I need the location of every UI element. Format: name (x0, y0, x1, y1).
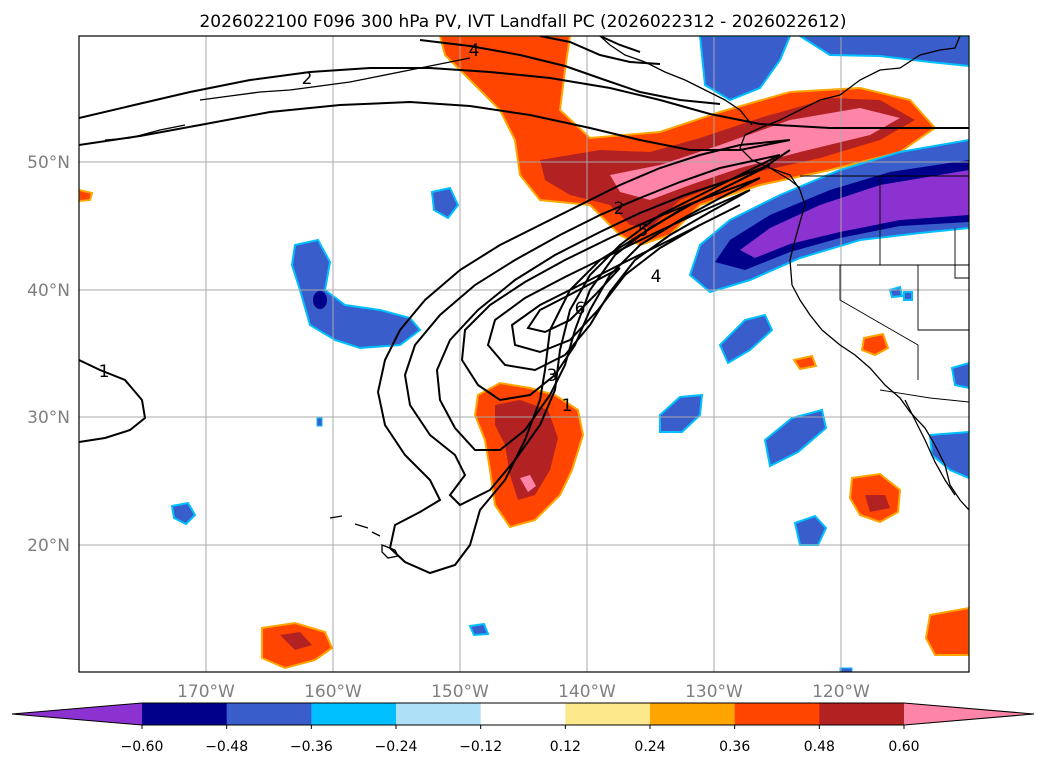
contour-label-1-center: 1 (562, 396, 573, 416)
contour-label-4-center: 4 (651, 267, 662, 287)
map-frame (78, 35, 970, 673)
contour-label-5: 5 (638, 221, 649, 241)
political-borders (797, 175, 969, 403)
colorbar-tick-label: −0.60 (121, 739, 164, 755)
colorbar-tick-label: −0.48 (205, 739, 248, 755)
contour-north-4 (539, 36, 661, 65)
colorbar-tick-label: −0.36 (290, 739, 333, 755)
contour-label-2-center: 2 (614, 199, 625, 219)
pv-negative-blob-5 (793, 514, 828, 546)
contour-6 (510, 204, 741, 354)
colorbar-segment (480, 703, 566, 725)
ivt-contours (79, 36, 969, 575)
colorbar-extend-high (904, 703, 1034, 725)
colorbar-tick-label: 0.36 (719, 739, 750, 755)
colorbar-tick-label: 0.48 (804, 739, 835, 755)
lat-label-30: 30°N (27, 408, 70, 428)
pv-positive-subtropical-core (495, 400, 558, 500)
colorbar-labels: −0.60 −0.48 −0.36 −0.24 −0.12 0.12 0.24 0.36 0.4… (121, 739, 920, 755)
pv-negative-ne (698, 36, 792, 102)
contour-label-group: 1 1 2 2 3 4 4 5 6 (99, 41, 662, 416)
contour-7 (526, 267, 621, 334)
pv-positive-blob-small-1 (860, 332, 890, 357)
pv-negative-blob-7 (468, 622, 490, 637)
colorbar-tick-label: 0.24 (634, 739, 665, 755)
pv-positive-subtropical-peak (520, 475, 536, 492)
contour-west-1 (79, 359, 147, 443)
contour-2 (403, 154, 781, 507)
colorbar-segment (565, 703, 651, 725)
contour-label-4-north: 4 (469, 41, 480, 61)
map-gridlines (79, 36, 969, 672)
longitude-labels: 170°W 160°W 150°W 140°W 130°W 120°W (177, 682, 870, 702)
lat-label-40: 40°N (27, 281, 70, 301)
pv-negative-mid-pacific (290, 238, 422, 350)
pv-positive-north-tongue (438, 36, 937, 247)
colorbar (11, 702, 1035, 729)
colorbar-segment (396, 703, 482, 725)
coastline-north-america-west (739, 36, 969, 511)
lat-label-20: 20°N (27, 536, 70, 556)
pv-negative-blob-12 (839, 667, 853, 672)
contour-north-1 (79, 100, 791, 151)
figure-title: 2026022100 F096 300 hPa PV, IVT Landfall… (199, 12, 846, 32)
pv-negative-blob-8 (928, 430, 969, 480)
pv-negative-ne-2 (798, 36, 969, 68)
lon-label-160w: 160°W (304, 682, 362, 702)
contour-north-2 (79, 67, 969, 129)
colorbar-tick-label: −0.12 (459, 739, 502, 755)
pv-negative-blob-2 (718, 313, 774, 365)
coastlines (104, 36, 969, 559)
lon-label-150w: 150°W (431, 682, 489, 702)
pv-negative-coastal-peak (740, 170, 969, 258)
latitude-labels: 50°N 40°N 30°N 20°N (27, 153, 70, 556)
pv-shading-layer (79, 36, 969, 672)
coastline-hawaii (329, 515, 399, 559)
contour-label-2-north: 2 (302, 69, 313, 89)
colorbar-segment (142, 703, 228, 725)
pv-negative-blob-6 (170, 501, 197, 526)
lat-label-50: 50°N (27, 153, 70, 173)
colorbar-tick-label: −0.24 (375, 739, 418, 755)
colorbar-extend-low (12, 703, 142, 725)
coastline-baja (904, 399, 956, 496)
pv-positive-blob-sw-core (280, 632, 312, 650)
lon-label-140w: 140°W (558, 682, 616, 702)
contour-label-1-west: 1 (99, 362, 110, 382)
colorbar-segment (819, 703, 905, 725)
contour-4 (460, 177, 761, 402)
contour-north-5 (599, 36, 641, 53)
pv-positive-blob-small-2 (792, 354, 818, 371)
lon-label-170w: 170°W (177, 682, 235, 702)
coastline-vancouver-island (769, 167, 801, 189)
pv-negative-mid-pacific-core (313, 291, 327, 309)
coastline-alaska-south (599, 36, 753, 126)
pv-negative-blob-1 (430, 186, 460, 220)
pv-negative-blob-3 (659, 393, 704, 433)
colorbar-segment (650, 703, 736, 725)
lon-label-120w: 120°W (812, 682, 870, 702)
pv-negative-blob-9 (950, 361, 969, 390)
pv-negative-blob-11 (316, 417, 323, 427)
pv-positive-blob-se (924, 606, 969, 656)
contour-label-3: 3 (547, 366, 558, 386)
colorbar-segment (734, 703, 820, 725)
pv-positive-blob-west-edge (79, 188, 94, 203)
colorbar-segment (226, 703, 312, 725)
pv-negative-blob-4 (763, 408, 828, 468)
colorbar-segment (311, 703, 397, 725)
lon-label-130w: 130°W (685, 682, 743, 702)
contour-label-6: 6 (575, 299, 586, 319)
colorbar-tick-label: 0.12 (550, 739, 581, 755)
pv-positive-blob-e-core (865, 495, 890, 512)
pv-positive-north-peak (610, 108, 900, 200)
colorbar-tick-label: 0.60 (888, 739, 919, 755)
contour-north-3 (419, 39, 721, 105)
